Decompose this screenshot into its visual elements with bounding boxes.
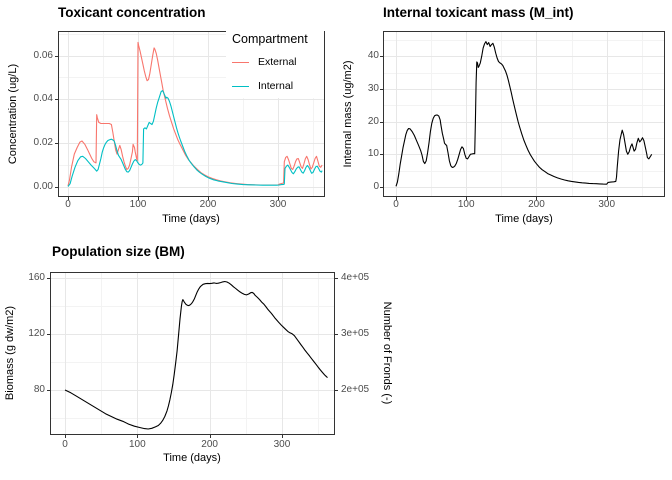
legend-item-label: External: [258, 56, 297, 68]
legend-item-label: Internal: [258, 80, 294, 92]
x-axis-title: Time (days): [495, 213, 553, 225]
y-axis-title: Biomass (g dw/m2): [4, 305, 16, 401]
plot-internal-toxicant-mass: Internal toxicant mass (M_int) 0 100 200 30…: [336, 0, 672, 240]
plot-population-size: Population size (BM) 0 100 200 300 80 120 160 2…: [0, 240, 420, 480]
x-axis-title: Time (days): [162, 213, 220, 225]
y-tick-label: 10: [367, 148, 379, 160]
x-tick-label: 300: [273, 439, 291, 450]
panel-background: [383, 31, 665, 197]
series-line-m_int: [395, 41, 653, 187]
y2-axis-title: Number of Fronds (-): [381, 301, 393, 405]
x-tick-label: 100: [129, 199, 147, 210]
y2-tick-label: 2e+05: [341, 383, 370, 395]
y-axis-title: Internal mass (ug/m2): [342, 60, 354, 168]
y-tick-label: 0.06: [33, 49, 53, 61]
legend-key-line: [232, 61, 249, 63]
y-tick-label: 30: [367, 82, 379, 94]
x-tick-label: 200: [201, 439, 218, 450]
y-tick-label: 40: [367, 50, 379, 62]
plot-title-toxicant-concentration: Toxicant concentration: [58, 5, 206, 20]
y-tick-label: 0.00: [33, 180, 53, 192]
y2-tick-label: 3e+05: [341, 328, 370, 340]
panel-border: [50, 272, 335, 435]
x-tick-label: 0: [65, 199, 71, 210]
legend-key-line: [232, 85, 249, 87]
x-axis-title: Time (days): [163, 452, 221, 464]
legend: Compartment External Internal: [226, 30, 324, 98]
x-tick-label: 200: [528, 199, 545, 210]
x-tick-label: 100: [128, 439, 146, 450]
x-tick-label: 0: [62, 439, 68, 450]
plot-panel-internal-toxicant-mass: [380, 31, 665, 200]
y-tick-label: 0.02: [33, 137, 53, 149]
y-axis-title: Concentration (ug/L): [7, 63, 19, 165]
plot-title-internal-toxicant-mass: Internal toxicant mass (M_int): [383, 5, 574, 20]
legend-item-internal: Internal: [226, 74, 324, 98]
x-tick-label: 0: [393, 199, 399, 210]
x-tick-label: 100: [457, 199, 475, 210]
y-tick-label: 0: [373, 181, 379, 192]
x-tick-label: 300: [269, 199, 287, 210]
y-tick-label: 120: [28, 328, 45, 340]
plot-title-population-size: Population size (BM): [52, 244, 185, 259]
y-tick-label: 20: [367, 115, 379, 127]
series-line-internal: [67, 90, 323, 187]
plot-toxicant-concentration: Toxicant concentration 0 100 200 300 0.00 0.0…: [0, 0, 336, 240]
x-tick-label: 300: [598, 199, 616, 210]
panel-border: [58, 31, 325, 197]
y-tick-label: 80: [33, 383, 45, 395]
legend-title: Compartment: [232, 32, 308, 46]
y-tick-label: 0.04: [33, 93, 53, 105]
panel-background: [50, 272, 335, 435]
legend-item-external: External: [226, 50, 324, 74]
panel-border: [383, 31, 665, 197]
y2-tick-label: 4e+05: [341, 272, 370, 284]
plot-panel-population-size: [47, 272, 338, 438]
series-line-bm: [64, 280, 328, 430]
y-tick-label: 160: [28, 272, 45, 284]
x-tick-label: 200: [199, 199, 217, 210]
